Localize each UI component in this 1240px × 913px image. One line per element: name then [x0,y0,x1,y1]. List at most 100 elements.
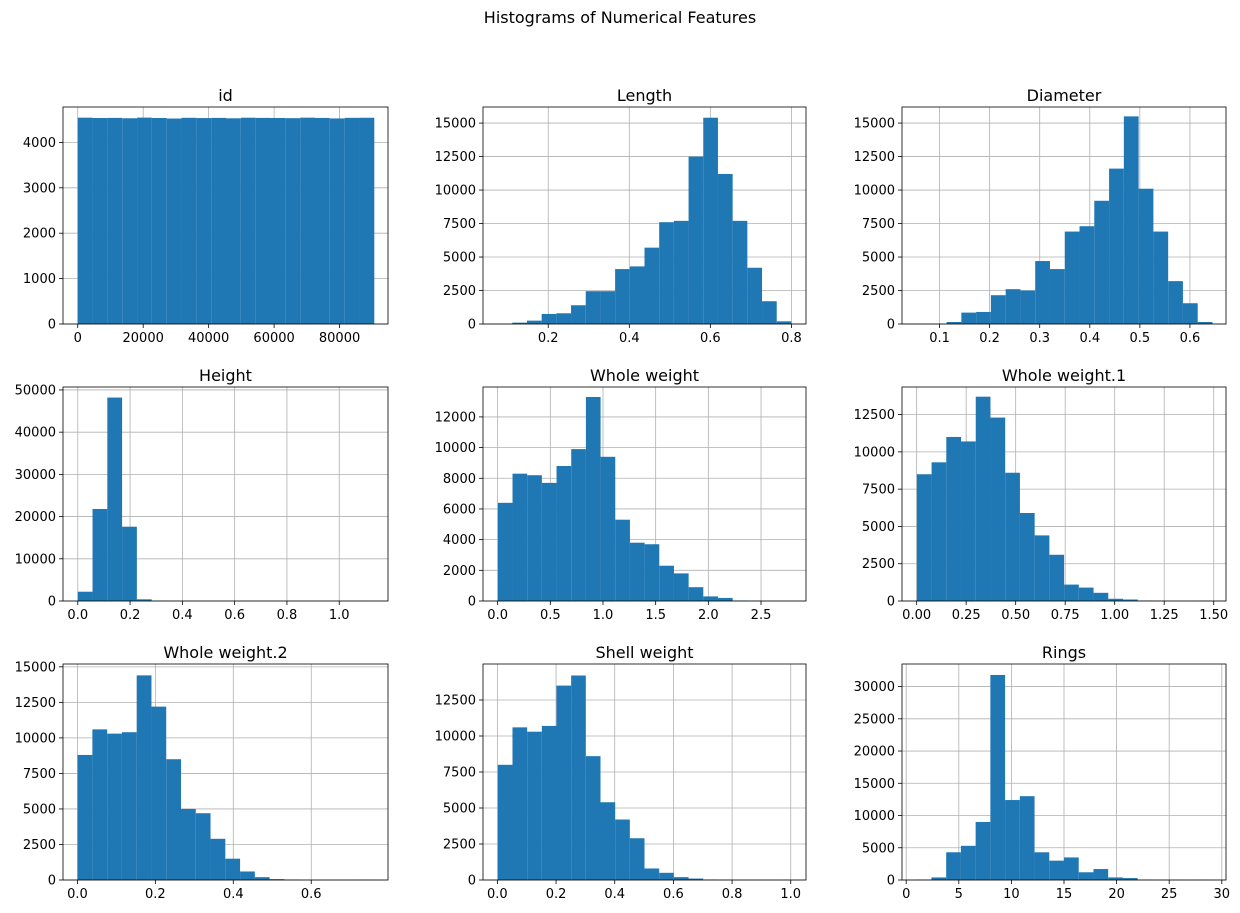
y-tick-label: 12500 [15,696,56,711]
histogram-bar [600,291,616,324]
histogram-bar [1108,598,1123,601]
histogram-title: Shell weight [595,643,693,662]
y-tick-label: 7500 [862,217,895,232]
histogram-bar [107,733,122,880]
histogram-bar [107,397,123,601]
histogram-panel: 0.0 0.2 0.4 0.6 0.8 1.0 0 2500 5000 7500 10000 1250… [435,643,807,902]
x-tick-label: 0.6 [301,887,322,902]
histogram-bar [659,565,674,601]
histogram-bar [931,462,947,601]
histogram-title: Whole weight [590,366,699,385]
histogram-bar [136,675,152,880]
y-tick-label: 2500 [443,838,476,853]
histogram-bar [196,118,212,324]
y-tick-label: 0 [468,595,476,610]
y-tick-label: 7500 [862,483,895,498]
histogram-bar [527,731,542,880]
histogram-bar [961,441,976,601]
histogram-bar [688,587,704,601]
x-tick-label: 15 [1056,887,1073,902]
histogram-bar [195,813,211,880]
histogram-bar [1138,188,1154,324]
histogram-bar [946,852,961,880]
histogram-bar [916,474,932,601]
y-tick-label: 2500 [862,557,895,572]
histogram-bar [1093,869,1109,880]
y-tick-label: 0 [468,874,476,889]
x-tick-label: 0.2 [979,331,1000,346]
x-tick-label: 0 [74,331,82,346]
histogram-bar [329,118,345,324]
x-tick-label: 0.8 [277,608,298,623]
histogram-bar [975,396,991,601]
y-tick-label: 3000 [23,181,56,196]
axes-frame [901,106,1227,325]
histogram-panel: 0 20000 40000 60000 80000 0 1000 2000 3000 4000 id [23,86,389,346]
histogram-bar [497,502,513,601]
x-tick-label: 0.2 [538,331,559,346]
y-tick-label: 4000 [443,533,476,548]
histogram-panel: 0 5 10 15 20 25 30 0 5000 10000 15000 20000 25000 300… [854,643,1230,902]
x-tick-label: 0 [902,887,910,902]
x-tick-label: 0.8 [781,331,802,346]
histogram-bar [541,725,557,880]
axes-frame [482,386,807,602]
histogram-bar [732,220,748,324]
histogram-title: Length [617,86,672,105]
histogram-bar [703,596,718,601]
histogram-bar [1049,554,1065,601]
histogram-bar [1005,472,1020,601]
figure-suptitle: Histograms of Numerical Features [483,8,757,27]
y-tick-label: 1000 [23,272,56,287]
histogram-bar [747,267,763,324]
x-tick-label: 60000 [253,331,294,346]
y-tick-label: 12500 [435,694,476,709]
histogram-bar [255,117,271,324]
y-tick-label: 12500 [854,150,895,165]
y-tick-label: 10000 [435,184,476,199]
histogram-bar [960,845,976,880]
x-tick-label: 1.50 [1199,608,1228,623]
x-tick-label: 1.00 [1100,608,1129,623]
x-tick-label: 0.5 [540,608,561,623]
histogram-bar [225,858,241,880]
histogram-bar [77,754,93,880]
histogram-bar [541,313,557,324]
y-tick-label: 10000 [15,731,56,746]
histogram-bar [136,599,152,601]
histogram-bar [1035,261,1050,324]
histogram-panel: 0.0 0.2 0.4 0.6 0.8 1.0 0 10000 20000 30000 40000 5… [15,366,389,623]
x-tick-label: 0.4 [1079,331,1100,346]
x-tick-label: 0.0 [67,887,88,902]
histogram-title: Height [199,366,252,385]
y-tick-label: 4000 [23,136,56,151]
histogram-panel: 0.0 0.2 0.4 0.6 0 2500 5000 7500 10000 12500 15000… [15,643,389,902]
histogram-bar [1109,168,1124,324]
histogram-bar [541,482,557,601]
x-tick-label: 20000 [123,331,164,346]
histogram-bar [1064,857,1079,880]
histogram-bar [1034,535,1050,601]
x-tick-label: 1.0 [780,887,801,902]
histogram-bar [151,706,167,880]
axes-frame [482,106,807,325]
histogram-bar [688,878,704,880]
x-tick-label: 1.5 [645,608,666,623]
x-tick-label: 25 [1161,887,1178,902]
histogram-bar [673,220,689,324]
y-tick-label: 2500 [862,284,895,299]
y-tick-label: 10000 [854,445,895,460]
histogram-bar [644,247,660,324]
histogram-bar [600,802,616,880]
histogram-bar [254,877,270,880]
x-tick-label: 0.4 [604,887,625,902]
histogram-bar [359,117,375,324]
y-tick-label: 30000 [15,468,56,483]
histogram-bar [512,473,528,601]
histogram-bar [77,117,93,324]
x-tick-label: 0.00 [902,608,931,623]
histogram-bar [151,117,167,324]
x-tick-label: 0.5 [1130,331,1151,346]
x-tick-label: 0.4 [619,331,640,346]
